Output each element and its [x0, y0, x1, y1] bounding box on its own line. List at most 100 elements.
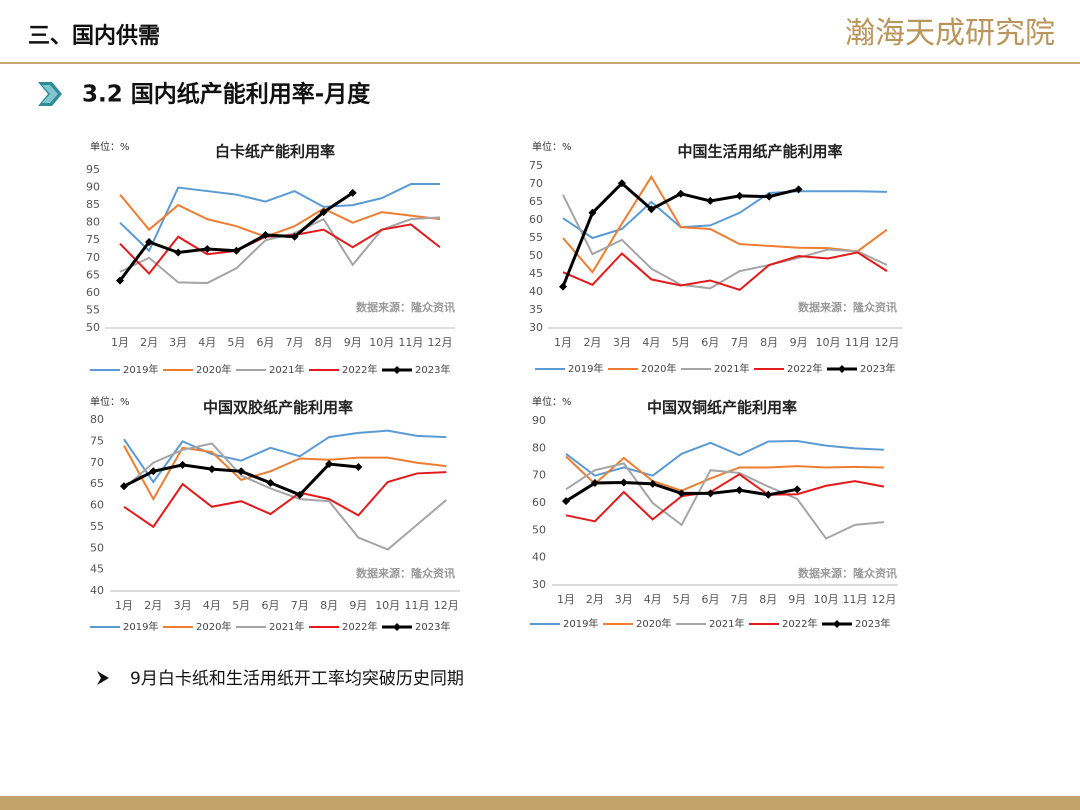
y-tick-label: 35 [529, 303, 543, 316]
point-marker [765, 192, 774, 201]
point-marker [174, 248, 183, 257]
legend-label: 2021年 [269, 620, 304, 633]
x-tick-label: 1月 [115, 599, 133, 612]
x-tick-label: 12月 [871, 593, 896, 606]
section-title: 三、国内供需 [28, 23, 160, 49]
x-tick-label: 8月 [759, 593, 777, 606]
y-tick-label: 80 [90, 413, 104, 426]
logo: 瀚海天成研究院 [845, 16, 1055, 51]
x-tick-label: 2月 [140, 336, 158, 349]
x-tick-label: 10月 [816, 336, 841, 349]
point-marker [706, 196, 715, 205]
x-tick-label: 3月 [169, 336, 187, 349]
point-marker [178, 460, 187, 469]
series-line [562, 251, 888, 291]
x-tick-label: 12月 [434, 599, 459, 612]
series-line [123, 442, 447, 551]
legend-label: 2019年 [123, 363, 158, 376]
point-marker [207, 465, 216, 474]
bullet-text: 9月白卡纸和生活用纸开工率均突破历史同期 [130, 669, 464, 689]
x-tick-label: 12月 [427, 336, 452, 349]
y-tick-label: 85 [86, 198, 100, 211]
series-line [119, 183, 440, 253]
x-tick-label: 6月 [262, 599, 280, 612]
legend-label: 2020年 [196, 620, 231, 633]
y-tick-label: 50 [86, 321, 100, 334]
y-tick-label: 70 [532, 469, 546, 482]
point-marker [677, 489, 686, 498]
y-tick-label: 90 [532, 414, 546, 427]
series-line [565, 473, 885, 523]
y-tick-label: 60 [532, 496, 546, 509]
x-tick-label: 2月 [144, 599, 162, 612]
legend-label: 2022年 [787, 362, 822, 375]
point-marker [735, 191, 744, 200]
series-line [565, 462, 884, 540]
x-tick-label: 2月 [586, 593, 604, 606]
point-marker [676, 189, 685, 198]
unit-label: 单位：% [90, 395, 130, 408]
unit-label: 单位：% [90, 140, 130, 153]
source-note: 数据来源：隆众资讯 [356, 300, 455, 314]
x-tick-label: 5月 [673, 593, 691, 606]
y-tick-label: 45 [529, 267, 543, 280]
chart-title: 中国双铜纸产能利用率 [647, 399, 797, 417]
x-tick-label: 4月 [198, 336, 216, 349]
y-tick-label: 50 [532, 523, 546, 536]
legend-label: 2019年 [568, 362, 603, 375]
x-tick-label: 5月 [672, 336, 690, 349]
point-marker [735, 486, 744, 495]
x-tick-label: 4月 [203, 599, 221, 612]
x-tick-label: 6月 [256, 336, 274, 349]
point-marker [559, 282, 567, 291]
legend-label: 2020年 [636, 617, 671, 630]
point-marker [617, 179, 626, 188]
source-note: 数据来源：隆众资讯 [798, 300, 897, 314]
y-tick-label: 65 [529, 195, 543, 208]
x-tick-label: 7月 [286, 336, 304, 349]
footer-bar [0, 796, 1080, 810]
legend-label: 2019年 [123, 620, 158, 633]
y-tick-label: 75 [529, 159, 543, 172]
x-tick-label: 4月 [642, 336, 660, 349]
x-tick-label: 11月 [398, 336, 423, 349]
point-marker [145, 237, 154, 246]
point-marker [290, 232, 299, 241]
point-marker [120, 482, 128, 491]
x-tick-label: 7月 [731, 336, 749, 349]
series-line [562, 174, 888, 274]
y-tick-label: 55 [86, 303, 100, 316]
y-tick-label: 30 [532, 578, 546, 591]
y-tick-label: 50 [90, 541, 104, 554]
chart-title: 白卡纸产能利用率 [215, 143, 335, 161]
point-marker [794, 185, 803, 194]
y-tick-label: 75 [86, 233, 100, 246]
point-marker [295, 490, 304, 499]
y-tick-label: 40 [532, 551, 546, 564]
y-tick-label: 95 [86, 163, 100, 176]
y-tick-label: 70 [529, 177, 543, 190]
unit-label: 单位：% [532, 140, 572, 153]
x-tick-label: 11月 [405, 599, 430, 612]
y-tick-label: 90 [86, 181, 100, 194]
legend-label: 2022年 [782, 617, 817, 630]
point-marker [706, 489, 715, 498]
x-tick-label: 9月 [344, 336, 362, 349]
x-tick-label: 6月 [701, 336, 719, 349]
x-tick-label: 5月 [227, 336, 245, 349]
point-marker [648, 479, 657, 488]
y-tick-label: 45 [90, 563, 104, 576]
y-tick-label: 65 [86, 268, 100, 281]
x-tick-label: 11月 [843, 593, 868, 606]
series-line [123, 471, 447, 529]
legend-label: 2021年 [269, 363, 304, 376]
series-line [565, 439, 884, 477]
subtitle: 3.2 国内纸产能利用率-月度 [82, 81, 371, 108]
y-tick-label: 30 [529, 321, 543, 334]
legend-label: 2019年 [563, 617, 598, 630]
point-marker [319, 208, 328, 217]
chart-title: 中国生活用纸产能利用率 [677, 143, 842, 161]
y-tick-label: 60 [86, 286, 100, 299]
x-tick-label: 10月 [814, 593, 839, 606]
